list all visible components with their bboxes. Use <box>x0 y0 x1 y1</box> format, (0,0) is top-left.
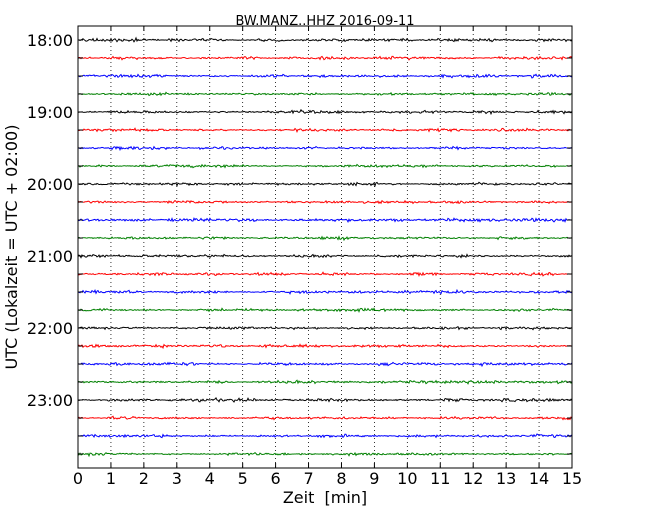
x-tick-label: 3 <box>172 469 182 488</box>
trace-row-2045 <box>77 235 573 242</box>
plot-frame <box>77 25 573 469</box>
x-tick-label: 10 <box>397 469 417 488</box>
x-tick-label: 15 <box>562 469 582 488</box>
trace-row-2100 <box>77 253 573 259</box>
trace-row-2245 <box>77 379 573 385</box>
trace-row-1845 <box>77 91 573 97</box>
x-tick-label: 4 <box>205 469 215 488</box>
x-tick-label: 1 <box>106 469 116 488</box>
x-tick-label: 0 <box>73 469 83 488</box>
trace-row-2130 <box>77 288 573 295</box>
trace-row-1830 <box>77 73 573 79</box>
trace-row-2230 <box>77 361 573 368</box>
trace-row-2315 <box>77 415 573 421</box>
trace-row-1930 <box>77 145 573 152</box>
trace-row-2015 <box>77 199 573 205</box>
x-tick-label: 12 <box>463 469 483 488</box>
y-tick-label: 23:00 <box>27 391 73 410</box>
trace-row-2345 <box>77 451 573 458</box>
y-tick-label: 21:00 <box>27 247 73 266</box>
trace-row-2215 <box>77 343 573 350</box>
chart-title: BW.MANZ..HHZ 2016-09-11 <box>235 14 414 29</box>
y-axis-label: UTC (Lokalzeit = UTC + 02:00) <box>2 125 21 370</box>
trace-row-1900 <box>77 108 573 116</box>
x-tick-label: 7 <box>303 469 313 488</box>
trace-row-2115 <box>77 271 573 278</box>
trace-row-2200 <box>77 326 573 331</box>
y-tick-label: 18:00 <box>27 31 73 50</box>
trace-row-1800 <box>77 36 573 43</box>
x-tick-label: 2 <box>139 469 149 488</box>
y-tick-label: 19:00 <box>27 103 73 122</box>
x-tick-label: 6 <box>271 469 281 488</box>
x-tick-label: 9 <box>369 469 379 488</box>
x-tick-label: 13 <box>496 469 516 488</box>
x-tick-label: 5 <box>238 469 248 488</box>
y-tick-label: 20:00 <box>27 175 73 194</box>
x-tick-labels: 0 1 2 3 4 5 6 7 8 9 10 11 12 13 14 15 <box>73 469 582 488</box>
x-tick-label: 11 <box>430 469 450 488</box>
grid-lines <box>110 26 540 468</box>
trace-row-1915 <box>77 127 573 133</box>
x-tick-label: 14 <box>529 469 549 488</box>
trace-row-1815 <box>77 55 573 61</box>
trace-row-2145 <box>77 307 573 314</box>
trace-row-2330 <box>77 433 573 439</box>
y-tick-label: 22:00 <box>27 319 73 338</box>
axis-ticks <box>77 26 573 468</box>
x-axis-label: Zeit [min] <box>283 488 367 507</box>
trace-row-2000 <box>77 181 573 188</box>
trace-row-2300 <box>77 396 573 403</box>
trace-row-2030 <box>77 217 573 224</box>
seismic-traces <box>77 36 573 458</box>
y-tick-labels: 18:00 19:00 20:00 21:00 22:00 23:00 <box>27 31 73 410</box>
x-tick-label: 8 <box>336 469 346 488</box>
trace-row-1945 <box>77 163 573 169</box>
